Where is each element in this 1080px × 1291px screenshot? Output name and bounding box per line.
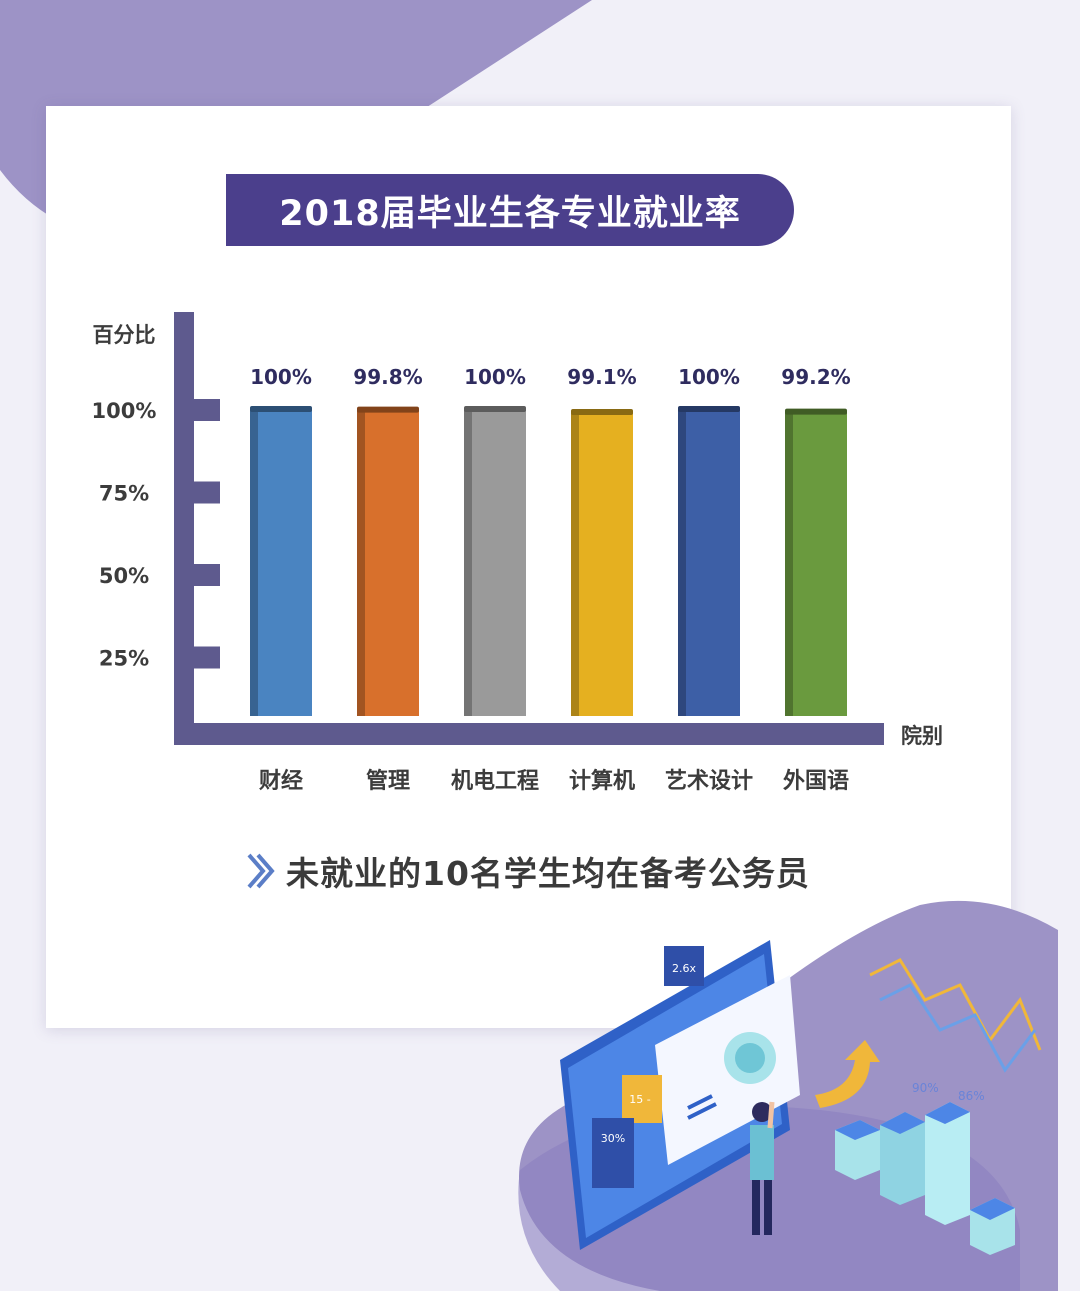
y-tick-100 <box>194 399 220 421</box>
bar-value-label: 99.2% <box>781 365 850 389</box>
footnote: 未就业的10名学生均在备考公务员 <box>246 846 810 896</box>
bar-6 <box>785 408 847 716</box>
chart-axes <box>174 312 884 745</box>
x-category-label: 外国语 <box>783 768 849 794</box>
bar-side <box>785 412 793 716</box>
y-tick-label: 100% <box>92 399 157 423</box>
bar-front <box>472 410 526 716</box>
chart-title: 2018届毕业生各专业就业率 <box>226 174 794 246</box>
bar-top <box>250 406 312 412</box>
y-tick-label: 50% <box>99 564 149 588</box>
bar-value-label: 99.1% <box>567 365 636 389</box>
bar-side <box>250 410 258 716</box>
bar-top <box>464 406 526 412</box>
y-tick-label: 75% <box>99 482 149 506</box>
y-tick-50 <box>194 564 220 586</box>
bar-value-label: 100% <box>250 365 312 389</box>
bar-front <box>258 410 312 716</box>
bar-top <box>571 408 633 415</box>
y-tick-label: 25% <box>99 647 149 671</box>
bar-5 <box>678 406 740 716</box>
bar-front <box>579 412 633 716</box>
bar-value-label: 99.8% <box>353 365 422 389</box>
bar-side <box>464 410 472 716</box>
footnote-text: 未就业的10名学生均在备考公务员 <box>286 854 810 893</box>
bar-top <box>357 406 419 413</box>
bar-1 <box>250 406 312 716</box>
bar-top <box>678 406 740 412</box>
y-axis-title: 百分比 <box>93 323 156 347</box>
bar-value-label: 100% <box>678 365 740 389</box>
x-category-label: 计算机 <box>569 768 635 794</box>
y-axis-line <box>174 312 194 745</box>
bar-2 <box>357 406 419 716</box>
chart-bars <box>250 406 847 716</box>
bar-value-label: 100% <box>464 365 526 389</box>
double-chevron-right-icon <box>247 853 275 889</box>
y-tick-25 <box>194 646 220 669</box>
bar-side <box>571 412 579 716</box>
bar-front <box>686 410 740 716</box>
x-category-label: 管理 <box>366 768 410 794</box>
bar-4 <box>571 408 633 716</box>
bar-front <box>793 412 847 716</box>
x-axis-title: 院别 <box>901 724 943 748</box>
y-tick-75 <box>194 481 220 504</box>
bar-side <box>357 410 365 716</box>
bar-front <box>365 410 419 716</box>
x-category-label: 机电工程 <box>451 769 539 794</box>
x-category-label: 艺术设计 <box>665 768 753 794</box>
bar-side <box>678 410 686 716</box>
x-axis-line <box>174 723 884 745</box>
bar-3 <box>464 406 526 716</box>
x-category-label: 财经 <box>259 768 303 794</box>
bar-top <box>785 408 847 415</box>
